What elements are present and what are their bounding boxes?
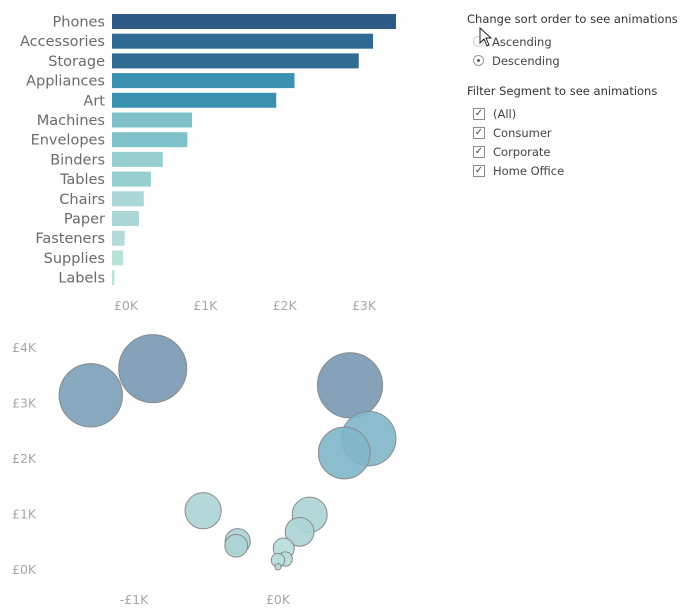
bar-x-axis-ticks: £0K £1K £2K £3K	[114, 298, 377, 313]
bar-binders[interactable]	[112, 151, 163, 167]
bar-category-label: Storage	[48, 54, 105, 70]
segment-all-label: (All)	[493, 106, 517, 121]
bar-category-label: Tables	[59, 172, 105, 188]
bar-category-label: Machines	[37, 113, 105, 129]
bar-fasteners[interactable]	[112, 230, 125, 246]
checkbox-checked-icon[interactable]: ✓	[473, 145, 485, 158]
bar-chairs[interactable]	[112, 191, 144, 207]
segment-home-office-label: Home Office	[493, 163, 565, 178]
checkbox-checked-icon[interactable]: ✓	[473, 107, 485, 120]
sort-order-title: Change sort order to see animations	[467, 12, 678, 26]
bubble-point[interactable]	[118, 334, 188, 404]
bar-phones[interactable]	[112, 14, 397, 29]
bar-category-label: Supplies	[44, 251, 105, 267]
bubble-point[interactable]	[58, 363, 123, 428]
bubble-point[interactable]	[184, 492, 222, 530]
segment-all-checkbox[interactable]: ✓ (All)	[467, 104, 692, 123]
bar-envelopes[interactable]	[112, 132, 188, 148]
bubble-y-axis-ticks: £0K £1K £2K £3K £4K	[12, 340, 37, 577]
bubble-point[interactable]	[224, 533, 249, 558]
bar-category-labels: Phones Accessories Storage Appliances Art Mac…	[20, 15, 105, 287]
bar-category-label: Binders	[50, 152, 105, 168]
bubble-x-tick-label: £0K	[266, 592, 291, 607]
bubble-x-tick-label: -£1K	[120, 592, 149, 607]
bubble-point[interactable]	[284, 516, 315, 547]
bar-category-label: Accessories	[20, 34, 105, 50]
bubble-chart: £0K £1K £2K £3K £4K -£1K £0K	[12, 334, 397, 607]
bar-supplies[interactable]	[112, 250, 124, 266]
bubble-y-tick-label: £2K	[12, 451, 37, 466]
sort-ascending-label: Ascending	[492, 34, 552, 49]
segment-consumer-checkbox[interactable]: ✓ Consumer	[467, 123, 692, 142]
bar-x-tick-label: £0K	[114, 298, 139, 313]
segment-consumer-label: Consumer	[493, 125, 552, 140]
segment-corporate-label: Corporate	[493, 144, 551, 159]
sort-descending-radio[interactable]: Descending	[467, 51, 692, 70]
bubble-x-axis-ticks: -£1K £0K	[120, 592, 291, 607]
bar-appliances[interactable]	[112, 73, 295, 89]
bar-category-label: Appliances	[26, 74, 105, 90]
bar-category-label: Phones	[53, 15, 105, 31]
controls-panel: Change sort order to see animations Asce…	[467, 12, 692, 180]
segment-corporate-checkbox[interactable]: ✓ Corporate	[467, 142, 692, 161]
segment-filter-title: Filter Segment to see animations	[467, 84, 658, 98]
radio-selected-icon[interactable]	[473, 55, 484, 66]
bar-x-tick-label: £3K	[352, 298, 377, 313]
segment-filter-control: Filter Segment to see animations ✓ (All)…	[467, 84, 692, 180]
bar-chart: Phones Accessories Storage Appliances Art Mac…	[20, 14, 397, 313]
bar-paper[interactable]	[112, 211, 139, 226]
bar-category-label: Art	[83, 93, 105, 109]
bubble-point[interactable]	[274, 563, 282, 571]
bar-category-label: Chairs	[59, 192, 105, 208]
bar-category-label: Labels	[58, 271, 105, 287]
bar-marks	[112, 14, 397, 286]
bubble-marks	[58, 334, 397, 571]
bubble-point[interactable]	[316, 352, 384, 419]
bar-labels[interactable]	[112, 270, 115, 286]
bubble-y-tick-label: £4K	[12, 340, 37, 355]
checkbox-checked-icon[interactable]: ✓	[473, 164, 485, 177]
bar-category-label: Fasteners	[35, 231, 105, 247]
bar-accessories[interactable]	[112, 33, 374, 49]
bar-category-label: Paper	[64, 212, 105, 228]
bar-storage[interactable]	[112, 53, 359, 69]
segment-home-office-checkbox[interactable]: ✓ Home Office	[467, 161, 692, 180]
sort-descending-label: Descending	[492, 53, 560, 68]
bar-art[interactable]	[112, 92, 277, 108]
checkbox-checked-icon[interactable]: ✓	[473, 126, 485, 139]
bar-tables[interactable]	[112, 171, 151, 187]
bar-x-tick-label: £2K	[273, 298, 298, 313]
bar-x-tick-label: £1K	[193, 298, 218, 313]
sort-ascending-radio[interactable]: Ascending	[467, 32, 692, 51]
bubble-y-tick-label: £0K	[12, 562, 37, 577]
bubble-y-tick-label: £3K	[12, 396, 37, 411]
bar-category-label: Envelopes	[31, 133, 105, 149]
mouse-pointer-icon	[479, 27, 493, 47]
radio-unselected-icon[interactable]	[473, 36, 484, 47]
bar-machines[interactable]	[112, 112, 193, 128]
sort-order-control: Change sort order to see animations Asce…	[467, 12, 692, 70]
bubble-point[interactable]	[317, 426, 371, 480]
bubble-y-tick-label: £1K	[12, 507, 37, 522]
